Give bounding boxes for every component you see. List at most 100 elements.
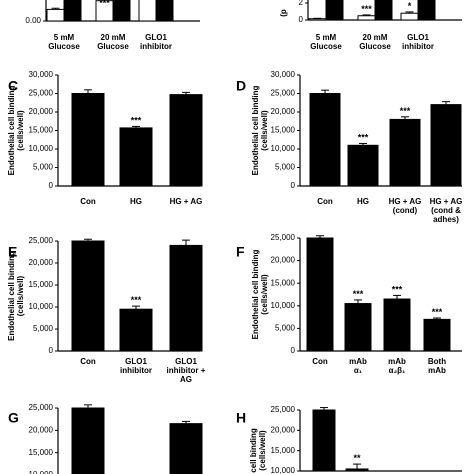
bar [169,423,203,474]
bar [169,244,203,352]
bar [155,0,174,22]
y-tick-label: 0.00 [25,16,41,25]
bar [138,0,157,22]
bar [345,468,369,472]
bar [312,409,336,472]
panel-letter-f: F [236,243,245,259]
x-category-label-line: (cond & [431,206,461,215]
bar [430,104,462,187]
y-tick-label: 5,000 [33,324,54,333]
bar [306,237,334,352]
bar [374,0,393,21]
y-tick-label: 10,000 [29,144,54,153]
x-category-label: 5 mM Glucose [48,33,80,51]
y-tick-label: 0 [291,181,296,190]
x-category-label-line: Glucose [359,42,391,51]
y-tick-label: 2 [299,0,304,7]
significance-marker: * [408,1,412,11]
x-category-label-line: Con [80,197,96,206]
x-category-label: Con [317,197,333,206]
x-category-label-line: HG [130,197,142,206]
y-tick-label: 20,000 [29,425,54,434]
y-axis-label: Endothelial cell binding(cells/well) [251,249,269,339]
x-category-label-line: Con [80,357,96,366]
panel-h: H 10,000 15,000 20,000 25,000 cell binding(ce… [236,405,462,474]
y-tick-label: 15,000 [271,446,296,455]
y-tick-label: 20,000 [271,256,296,265]
bar [46,8,65,22]
significance-marker: *** [131,295,142,305]
bar [71,240,105,352]
bar [389,118,421,187]
significance-marker: *** [361,4,372,14]
y-axis-label: Endothelial cell binding(cells/well) [7,85,25,175]
y-tick-label: 10,000 [29,302,54,311]
panel-d: D05,00010,00015,00020,00025,00030,000End… [236,70,462,224]
x-category-label-line: 20 mM [101,33,126,42]
panel-e: E 0 5,000 10,000 15,000 20,000 25,000 Endotheli… [7,236,206,384]
y-axis-label: Endothelial cell binding(cells/well) [251,85,269,175]
bar [112,0,131,22]
panel-letter-c: C [8,77,18,93]
x-category-label-line: inhibitor [120,366,152,375]
significance-marker: *** [99,0,110,8]
bar [417,0,436,21]
x-category-label: GLO1 inhibitor [402,33,434,51]
y-axis-label-line: (cells/well) [16,275,25,316]
y-tick-label: 5,000 [33,163,54,172]
bar [423,318,451,352]
y-tick-label: 25,000 [271,233,296,242]
x-category-label-line: HG + AG [389,197,422,206]
significance-marker: *** [131,115,142,125]
bar [308,18,327,21]
bar [71,407,105,474]
x-category-label-line: HG [357,197,369,206]
y-axis-label: (p [279,9,288,17]
x-category-label: GLO1 inhibitor [120,357,152,375]
x-category-label-line: GLO1 [125,357,147,366]
x-category-label-line: Glucose [310,42,342,51]
y-axis-label-line: (cells/well) [260,274,269,315]
y-tick-label: 10,000 [271,466,296,474]
significance-marker: ** [353,453,361,463]
y-axis-label-line: Endothelial cell binding [251,85,260,175]
significance-marker: *** [392,284,403,294]
bar [63,0,82,22]
x-category-label: mAb α₁ [349,357,367,375]
x-category-label-line: inhibitor [140,42,172,51]
significance-marker: *** [432,307,443,317]
y-tick-label: 25,000 [271,405,296,414]
x-category-label-line: mAb [428,366,446,375]
x-category-label-line: α₂β₁ [389,366,406,375]
x-category-label-line: mAb [388,357,406,366]
y-axis-label-line: Endothelial cell binding [7,251,16,341]
y-tick-label: 30,000 [271,70,296,79]
y-tick-label: 10,000 [29,470,54,474]
x-category-label-line: 5 mM [316,33,337,42]
x-category-label-line: Glucose [48,42,80,51]
x-category-label-line: inhibitor [402,42,434,51]
y-tick-label: 25,000 [271,89,296,98]
x-category-label: Both mAb [428,357,446,375]
y-tick-label: 30,000 [29,70,54,79]
significance-marker: *** [358,132,369,142]
x-category-label: 20 mM Glucose [97,33,129,51]
y-axis-label-line: cell binding [249,428,258,473]
x-category-label-line: 5 mM [54,33,75,42]
y-tick-label: 15,000 [271,278,296,287]
y-tick-label: 15,000 [29,448,54,457]
panel-letter-g: G [8,409,19,425]
x-category-label: HG + AG [170,197,203,206]
x-category-label: 20 mM Glucose [359,33,391,51]
x-category-label-line: GLO1 [407,33,429,42]
x-category-label-line: HG + AG [170,197,203,206]
x-category-label-line: α₁ [354,366,363,375]
y-tick-label: 10,000 [271,301,296,310]
x-category-label: 5 mM Glucose [310,33,342,51]
x-category-label-line: GLO1 [145,33,167,42]
y-tick-label: 20,000 [29,107,54,116]
y-tick-label: 0 [49,181,54,190]
y-tick-label: 10,000 [271,144,296,153]
